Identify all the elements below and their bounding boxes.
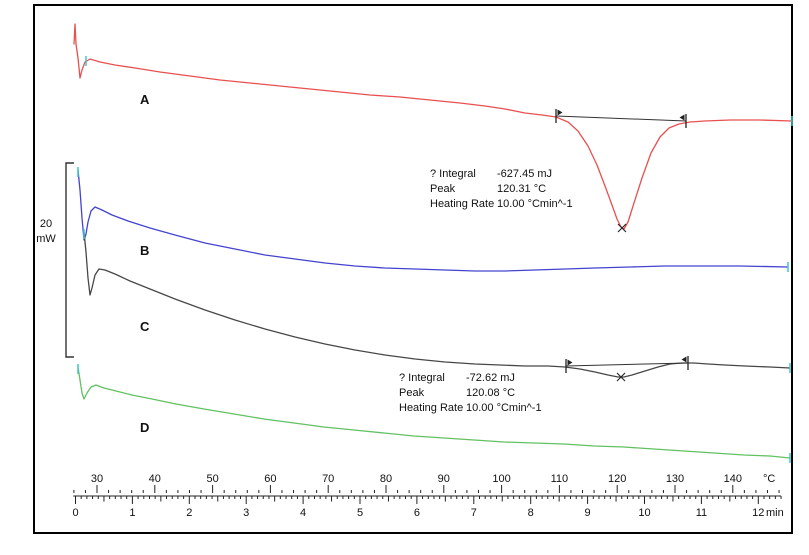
annotation-label: ? Integral bbox=[430, 168, 476, 180]
curve-D: D bbox=[77, 364, 791, 463]
integration-limit-arrow bbox=[557, 109, 563, 116]
integration-baseline bbox=[565, 362, 689, 367]
temp-axis-unit: °C bbox=[763, 473, 775, 485]
integration-C: ? Integral -72.62 mJ Peak 120.08 °CHeating … bbox=[399, 356, 689, 414]
integration-limit-arrow bbox=[679, 114, 685, 121]
curve-label-B: B bbox=[140, 243, 149, 258]
curve-path-D bbox=[77, 366, 791, 459]
peak-x-marker bbox=[617, 223, 627, 233]
annotation-value: 10.00 °Cmin^-1 bbox=[466, 402, 542, 414]
temp-tick-label: 70 bbox=[322, 473, 334, 485]
time-tick-label: 4 bbox=[300, 507, 306, 519]
annotation-label: Peak bbox=[430, 183, 456, 195]
integration-baseline bbox=[555, 115, 687, 122]
time-tick-label: 11 bbox=[696, 507, 707, 519]
time-axis: 0 1 2 3 4 5 6 7 8 9 10 11 12 min bbox=[72, 495, 784, 519]
peak-x-marker bbox=[616, 372, 626, 382]
time-tick-label: 1 bbox=[129, 507, 135, 519]
scale-bar-bracket bbox=[65, 162, 74, 358]
time-tick-label: 8 bbox=[528, 507, 534, 519]
scale-bar-value: 20 bbox=[40, 218, 52, 230]
time-tick-label: 5 bbox=[357, 507, 363, 519]
plot-border bbox=[33, 4, 793, 534]
curve-B: B bbox=[77, 167, 789, 272]
annotation-value: 120.31 °C bbox=[497, 183, 546, 195]
time-tick-label: 6 bbox=[414, 507, 420, 519]
scale-bar-unit: mW bbox=[36, 233, 56, 245]
temp-tick-label: 60 bbox=[264, 473, 276, 485]
temperature-axis: 30 40 50 60 70 80 90 100 110 120 130 140 °C bbox=[73, 473, 780, 493]
time-tick-label: 3 bbox=[243, 507, 249, 519]
time-axis-unit: min bbox=[766, 507, 784, 519]
integration-limit-arrow bbox=[681, 356, 687, 363]
curve-label-A: A bbox=[140, 92, 150, 107]
temp-tick-label: 90 bbox=[438, 473, 450, 485]
heatflow-scale-bar: 20 mW bbox=[36, 162, 74, 358]
curve-path-A bbox=[73, 23, 793, 230]
curve-path-B bbox=[77, 169, 789, 272]
integration-A: ? Integral -627.45 mJ Peak 120.31 °CHeating… bbox=[430, 109, 687, 233]
temp-tick-label: 130 bbox=[666, 473, 684, 485]
temp-tick-label: 40 bbox=[149, 473, 161, 485]
temp-tick-label: 140 bbox=[724, 473, 742, 485]
temp-tick-label: 110 bbox=[551, 473, 569, 485]
time-tick-label: 9 bbox=[585, 507, 591, 519]
temp-tick-label: 120 bbox=[608, 473, 626, 485]
temp-tick-label: 50 bbox=[206, 473, 218, 485]
time-tick-label: 0 bbox=[72, 507, 78, 519]
temp-tick-label: 100 bbox=[492, 473, 510, 485]
time-tick-label: 12 bbox=[752, 507, 764, 519]
curve-C: C bbox=[83, 229, 791, 378]
curve-label-D: D bbox=[140, 420, 149, 435]
annotation-value: 120.08 °C bbox=[466, 387, 515, 399]
integration-limit-arrow bbox=[567, 359, 573, 366]
annotation-label: Heating Rate bbox=[430, 198, 494, 210]
temp-tick-label: 30 bbox=[91, 473, 103, 485]
curve-path-C bbox=[83, 231, 791, 378]
temp-tick-label: 80 bbox=[380, 473, 392, 485]
annotation-label: ? Integral bbox=[399, 372, 445, 384]
annotation-label: Peak bbox=[399, 387, 425, 399]
curve-label-C: C bbox=[140, 319, 150, 334]
time-tick-label: 2 bbox=[186, 507, 192, 519]
annotation-value: 10.00 °Cmin^-1 bbox=[497, 198, 573, 210]
curve-A: A bbox=[73, 23, 793, 230]
annotation-value: -627.45 mJ bbox=[497, 168, 552, 180]
time-tick-label: 7 bbox=[471, 507, 477, 519]
time-tick-label: 10 bbox=[638, 507, 650, 519]
annotation-value: -72.62 mJ bbox=[466, 372, 515, 384]
annotation-label: Heating Rate bbox=[399, 402, 463, 414]
